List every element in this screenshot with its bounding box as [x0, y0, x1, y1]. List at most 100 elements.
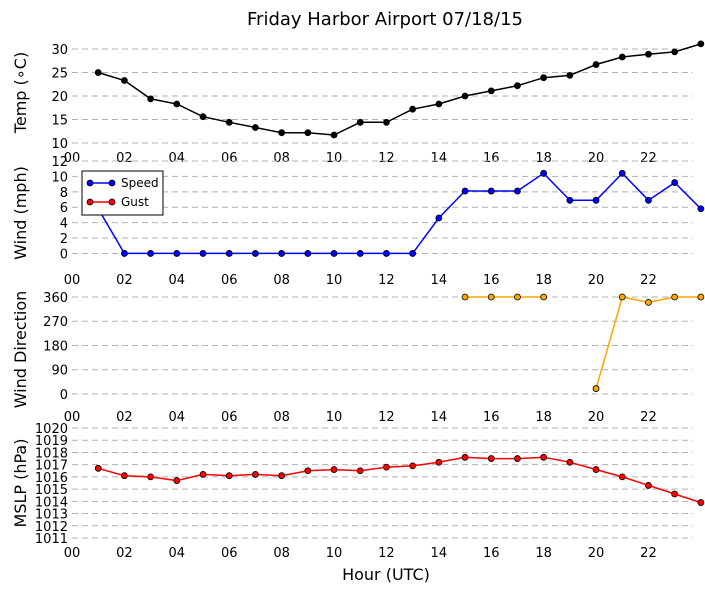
data-point: [671, 48, 679, 56]
x-tick-label: 08: [273, 151, 290, 166]
y-tick-label: 1011: [35, 532, 68, 547]
data-point: [514, 187, 521, 195]
x-tick-label: 16: [483, 410, 500, 425]
y-axis-label: Wind Direction: [11, 291, 30, 409]
data-point: [330, 466, 338, 473]
x-axis-label: Hour (UTC): [342, 565, 430, 584]
data-point: [94, 69, 102, 76]
x-tick-label: 22: [640, 410, 657, 425]
data-point: [356, 118, 364, 126]
data-point: [330, 131, 338, 139]
legend-box: [81, 170, 164, 216]
data-point: [461, 187, 469, 195]
y-tick-label: 1019: [35, 434, 68, 449]
x-tick-label: 12: [378, 546, 395, 561]
data-point: [487, 293, 495, 301]
data-point: [697, 40, 705, 48]
data-point: [199, 113, 207, 121]
y-tick-label: 2: [60, 232, 68, 247]
data-point: [697, 293, 705, 301]
x-tick-label: 20: [588, 546, 605, 561]
x-tick-label: 20: [588, 273, 605, 288]
data-point: [540, 74, 548, 82]
data-point: [618, 169, 626, 177]
data-point: [147, 250, 155, 257]
x-tick-label: 04: [169, 546, 186, 561]
x-tick-label: 02: [116, 273, 133, 288]
data-point: [147, 473, 155, 481]
legend-marker: [108, 179, 116, 187]
y-tick-label: 4: [60, 217, 68, 232]
data-point: [173, 250, 181, 257]
series-line-3-0: [97, 456, 702, 504]
data-point: [121, 77, 128, 84]
data-point: [304, 250, 312, 257]
data-point: [592, 466, 600, 473]
data-point: [435, 214, 443, 222]
x-tick-label: 06: [221, 151, 238, 166]
series-line-2-0: [595, 296, 701, 389]
y-axis-label: Temp (∘C): [11, 52, 30, 134]
data-point: [671, 179, 679, 186]
data-point: [121, 472, 128, 480]
data-point: [671, 490, 679, 498]
x-tick-label: 04: [169, 410, 186, 425]
legend-marker: [86, 179, 94, 187]
data-point: [540, 169, 548, 177]
x-tick-label: 18: [535, 410, 552, 425]
legend-marker: [86, 198, 94, 206]
x-tick-label: 10: [326, 273, 343, 288]
x-tick-label: 12: [378, 273, 395, 288]
x-tick-label: 08: [273, 546, 290, 561]
y-tick-label: 10: [51, 170, 68, 185]
data-point: [645, 196, 652, 204]
x-tick-label: 14: [431, 410, 448, 425]
x-tick-label: 08: [273, 410, 290, 425]
y-tick-label: 0: [60, 388, 68, 403]
data-point: [278, 250, 286, 257]
data-point: [225, 472, 233, 480]
data-point: [409, 462, 417, 470]
x-tick-label: 14: [431, 273, 448, 288]
y-axis-label: MSLP (hPa): [11, 439, 30, 528]
x-tick-label: 18: [535, 546, 552, 561]
x-tick-label: 22: [640, 546, 657, 561]
legend-marker: [108, 198, 116, 206]
data-point: [278, 472, 286, 480]
x-tick-label: 18: [535, 273, 552, 288]
data-point: [592, 385, 600, 392]
x-tick-label: 10: [326, 546, 343, 561]
x-tick-label: 22: [640, 151, 657, 166]
x-tick-label: 02: [116, 410, 133, 425]
x-tick-label: 12: [378, 151, 395, 166]
y-tick-label: 1020: [35, 422, 68, 437]
data-point: [278, 129, 286, 137]
data-point: [383, 463, 390, 471]
data-point: [330, 250, 338, 257]
panel-2: 0 90 180 270 360 00 02 04 06 08 10 12 14 16 18 20 22 Wind…: [11, 291, 705, 425]
data-point: [514, 82, 521, 90]
data-point: [252, 250, 259, 257]
data-point: [566, 196, 574, 204]
y-tick-label: 0: [60, 247, 68, 262]
x-tick-label: 04: [169, 273, 186, 288]
data-point: [645, 482, 652, 489]
data-point: [94, 464, 102, 472]
x-tick-label: 16: [483, 273, 500, 288]
y-tick-label: 8: [60, 186, 68, 201]
data-point: [356, 250, 364, 257]
y-tick-label: 360: [43, 291, 68, 306]
panel-3: 1011101210131014101510161017101810191020…: [11, 422, 705, 561]
series-line-0-0: [97, 43, 702, 136]
x-tick-label: 06: [221, 410, 238, 425]
panel-0: 10 15 20 25 30 00 02 04 06 08 10 12 14 16 18 20 22 Temp (…: [11, 40, 705, 166]
y-tick-label: 1016: [35, 471, 68, 486]
data-point: [618, 53, 626, 61]
x-tick-label: 14: [431, 151, 448, 166]
x-tick-label: 00: [64, 410, 81, 425]
data-point: [461, 453, 469, 461]
data-point: [435, 100, 443, 108]
x-tick-label: 00: [64, 151, 81, 166]
